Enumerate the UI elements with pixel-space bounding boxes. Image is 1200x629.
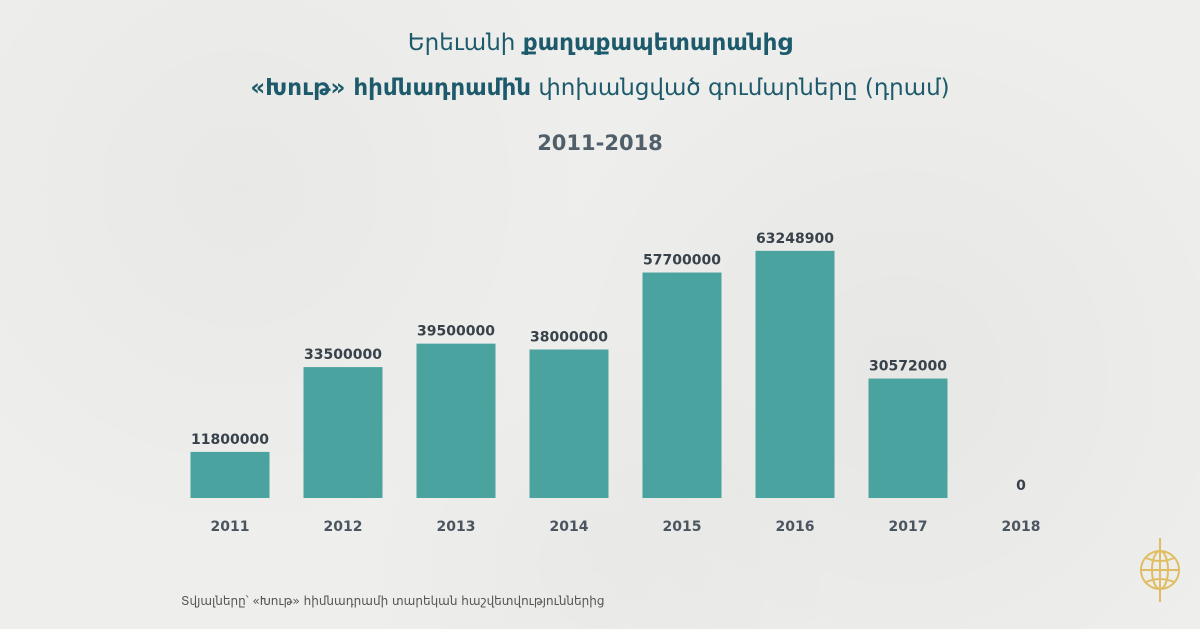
value-label-2013: 39500000 [417, 324, 495, 340]
chart-title-line-2: «Խութ» հիմնադրամին փոխանցված գումարները … [0, 75, 1200, 101]
chart-subtitle: 2011-2018 [537, 131, 663, 155]
x-tick-label-2013: 2013 [437, 519, 476, 535]
title-line1-plain: Երեւանի [407, 30, 516, 56]
title-line2-plain: փոխանցված գումարները (դրամ) [538, 75, 950, 101]
x-tick-label-2011: 2011 [211, 519, 250, 535]
globe-emblem-icon [1140, 538, 1180, 602]
value-label-2015: 57700000 [643, 253, 721, 269]
bar-2017 [868, 378, 948, 498]
x-tick-label-2014: 2014 [550, 519, 589, 535]
bar-2013 [416, 343, 496, 498]
value-label-2018: 0 [1016, 478, 1026, 494]
bar-2014 [529, 349, 609, 498]
value-label-2011: 11800000 [191, 432, 269, 448]
bar-2016 [755, 250, 835, 498]
x-tick-label-2015: 2015 [663, 519, 702, 535]
bar-2011 [190, 451, 270, 498]
value-label-2016: 63248900 [756, 231, 834, 247]
value-label-2012: 33500000 [304, 347, 382, 363]
x-tick-label-2018: 2018 [1002, 519, 1041, 535]
title-line1-bold: քաղաքապետարանից [522, 30, 793, 56]
value-label-2017: 30572000 [869, 359, 947, 375]
x-tick-label-2012: 2012 [324, 519, 363, 535]
x-tick-label-2016: 2016 [776, 519, 815, 535]
bar-2015 [642, 272, 722, 498]
chart-title-line-1: Երեւանի քաղաքապետարանից [0, 30, 1200, 56]
bar-2012 [303, 367, 383, 498]
title-line2-bold: «Խութ» հիմնադրամին [250, 75, 532, 101]
value-label-2014: 38000000 [530, 330, 608, 346]
x-tick-label-2017: 2017 [889, 519, 928, 535]
source-note: Տվյալները՝ «Խութ» հիմնադրամի տարեկան հաշ… [181, 594, 605, 608]
